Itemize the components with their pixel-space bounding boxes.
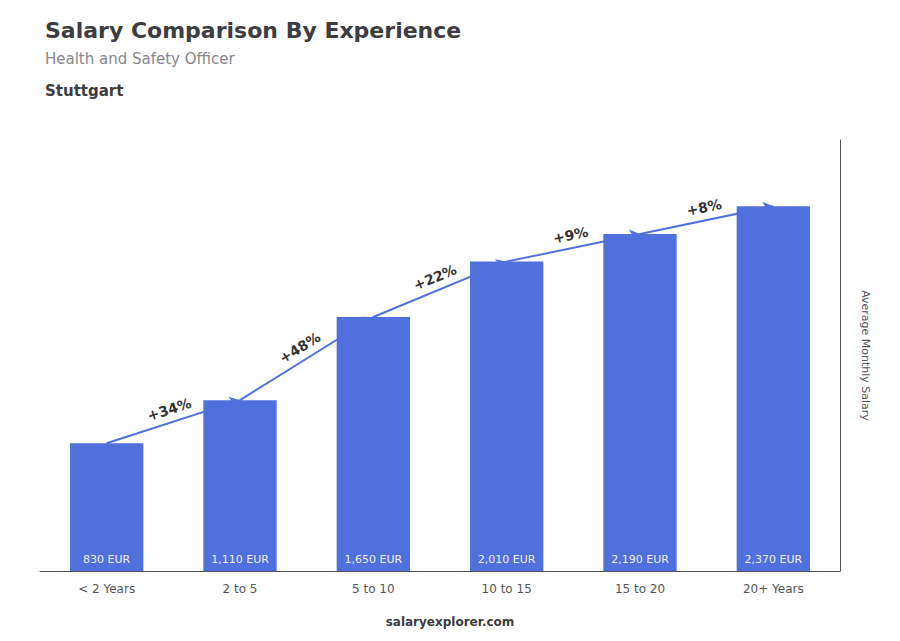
svg-text:2,010 EUR: 2,010 EUR xyxy=(478,553,536,566)
svg-text:< 2 Years: < 2 Years xyxy=(78,582,135,596)
svg-text:Average Monthly Salary: Average Monthly Salary xyxy=(859,290,872,421)
svg-text:1,650 EUR: 1,650 EUR xyxy=(345,553,403,566)
svg-text:+48%: +48% xyxy=(276,329,323,367)
svg-text:1,110 EUR: 1,110 EUR xyxy=(211,553,269,566)
svg-text:Stuttgart: Stuttgart xyxy=(45,82,123,100)
svg-text:+9%: +9% xyxy=(552,224,590,247)
svg-text:+8%: +8% xyxy=(685,196,723,219)
svg-text:+22%: +22% xyxy=(411,261,459,293)
svg-text:5 to 10: 5 to 10 xyxy=(352,582,395,596)
svg-text:20+ Years: 20+ Years xyxy=(743,582,804,596)
svg-text:+34%: +34% xyxy=(145,395,193,424)
svg-text:15 to 20: 15 to 20 xyxy=(615,582,665,596)
svg-text:2 to 5: 2 to 5 xyxy=(223,582,258,596)
svg-text:2,370 EUR: 2,370 EUR xyxy=(745,553,803,566)
svg-text:salaryexplorer.com: salaryexplorer.com xyxy=(386,615,515,629)
svg-text:10 to 15: 10 to 15 xyxy=(482,582,532,596)
svg-text:Salary Comparison By Experienc: Salary Comparison By Experience xyxy=(45,18,461,43)
svg-text:Health and Safety Officer: Health and Safety Officer xyxy=(45,50,236,68)
svg-text:830 EUR: 830 EUR xyxy=(83,553,130,566)
svg-text:2,190 EUR: 2,190 EUR xyxy=(611,553,669,566)
